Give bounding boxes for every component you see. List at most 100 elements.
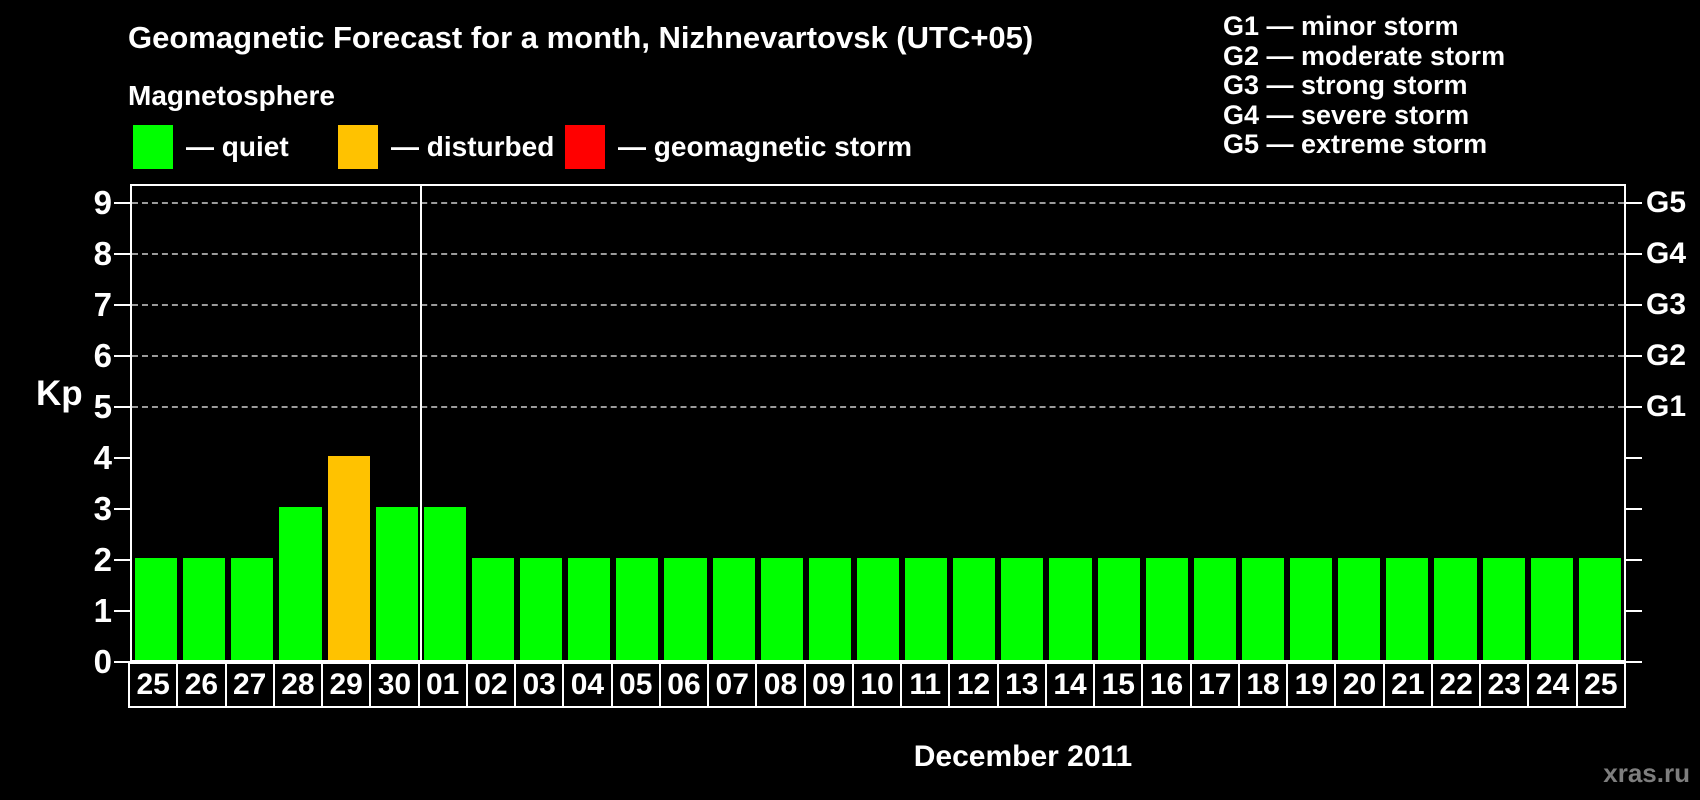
kp-tick-label-0: 0 [93,643,112,680]
left-tick-kp8 [114,253,130,255]
day-label-dec-10: 10 [851,662,903,708]
bar-day-26 [183,558,226,660]
month-separator-line [419,186,422,660]
bar-day-20 [1338,558,1381,660]
bar-day-19 [1290,558,1333,660]
bar-day-10 [856,558,900,660]
gridline-kp7 [132,304,1624,306]
g-axis-label-g4: G4 [1646,237,1687,270]
gridline-kp8 [132,253,1624,255]
kp-tick-label-1: 1 [93,592,112,629]
left-tick-kp0 [114,661,130,663]
day-label-dec-25: 25 [1575,662,1626,708]
day-label-nov-28: 28 [272,662,324,708]
day-label-dec-15: 15 [1093,662,1144,708]
bar-day-02 [471,558,515,660]
kp-tick-label-3: 3 [93,490,112,527]
left-tick-kp2 [114,559,130,561]
legend-swatch-quiet [133,125,173,169]
gridline-kp9 [132,202,1624,204]
g-legend-item-1: G1 — minor storm [1223,11,1459,41]
legend-item-disturbed: — disturbed [338,124,554,170]
day-label-dec-09: 09 [803,662,854,708]
legend-label-storm: — geomagnetic storm [618,131,913,162]
legend-label-quiet: — quiet [186,131,289,162]
day-label-dec-22: 22 [1430,662,1482,708]
legend-item-quiet: — quiet [133,124,289,170]
left-tick-kp7 [114,304,130,306]
day-label-dec-16: 16 [1141,662,1192,708]
day-label-dec-14: 14 [1044,662,1096,708]
g-legend-item-2: G2 — moderate storm [1223,40,1506,71]
day-label-dec-21: 21 [1382,662,1433,708]
bar-day-23 [1482,558,1525,660]
right-tick-kp5 [1626,406,1642,408]
bar-day-03 [520,558,563,660]
legend-label-disturbed: — disturbed [391,131,555,162]
left-tick-kp9 [114,202,130,204]
day-label-nov-26: 26 [176,662,227,708]
right-tick-kp9 [1626,202,1642,204]
bar-day-25 [1578,558,1621,660]
g-legend-item-4: G4 — severe storm [1223,99,1470,130]
kp-tick-label-9: 9 [93,184,112,221]
kp-tick-label-5: 5 [93,388,112,425]
day-label-dec-24: 24 [1527,662,1578,708]
day-label-dec-02: 02 [465,662,517,708]
day-label-dec-13: 13 [996,662,1047,708]
day-label-dec-17: 17 [1189,662,1240,708]
bar-day-16 [1145,558,1188,660]
day-label-nov-29: 29 [321,662,372,708]
bar-day-13 [1001,558,1044,660]
left-tick-kp5 [114,406,130,408]
bar-day-08 [760,558,803,660]
day-label-dec-07: 07 [707,662,758,708]
day-label-nov-30: 30 [369,662,420,708]
right-tick-kp1 [1626,610,1642,612]
bar-day-12 [953,558,996,660]
bars-layer [132,186,1624,660]
bar-day-11 [905,558,948,660]
g-axis-label-g1: G1 [1646,390,1687,423]
right-tick-kp7 [1626,304,1642,306]
left-tick-kp4 [114,457,130,459]
bar-day-29 [327,456,370,660]
day-label-dec-04: 04 [562,662,613,708]
chart-title: Geomagnetic Forecast for a month, Nizhne… [128,20,1034,55]
g-legend-item-5: G5 — extreme storm [1223,129,1488,159]
g-axis-label-g5: G5 [1646,186,1687,219]
bar-day-24 [1530,558,1573,660]
g-axis-label-g3: G3 [1646,288,1687,321]
day-label-dec-11: 11 [900,662,951,708]
kp-axis-title: Kp [36,374,83,413]
bar-day-15 [1097,558,1140,660]
day-label-dec-12: 12 [948,662,999,708]
day-label-dec-19: 19 [1286,662,1337,708]
right-tick-kp3 [1626,508,1642,510]
day-label-dec-18: 18 [1237,662,1289,708]
bar-day-09 [808,558,851,660]
bar-day-01 [423,507,466,660]
gridline-kp5 [132,406,1624,408]
day-label-dec-06: 06 [658,662,710,708]
bar-day-07 [712,558,755,660]
kp-tick-label-6: 6 [93,337,112,374]
day-label-dec-08: 08 [755,662,806,708]
g-scale-legend: G1 — minor storm G2 — moderate storm G3 — … [1223,11,1506,160]
bar-day-05 [616,558,659,660]
day-label-dec-20: 20 [1334,662,1385,708]
bar-day-21 [1386,558,1429,660]
bar-day-28 [279,507,322,660]
bar-day-30 [375,507,418,660]
day-label-nov-25: 25 [128,662,179,708]
right-tick-kp6 [1626,355,1642,357]
day-labels-row: 25 26 27 28 29 30 01 02 03 04 05 06 07 08 09 10 11 12 13 14… [128,662,1668,710]
bar-day-22 [1434,558,1477,660]
bar-day-04 [568,558,611,660]
day-label-dec-05: 05 [610,662,661,708]
bar-day-17 [1193,558,1236,660]
left-tick-kp1 [114,610,130,612]
legend-swatch-storm [565,125,605,169]
legend-swatch-disturbed [338,125,378,169]
day-label-dec-01: 01 [417,662,468,708]
